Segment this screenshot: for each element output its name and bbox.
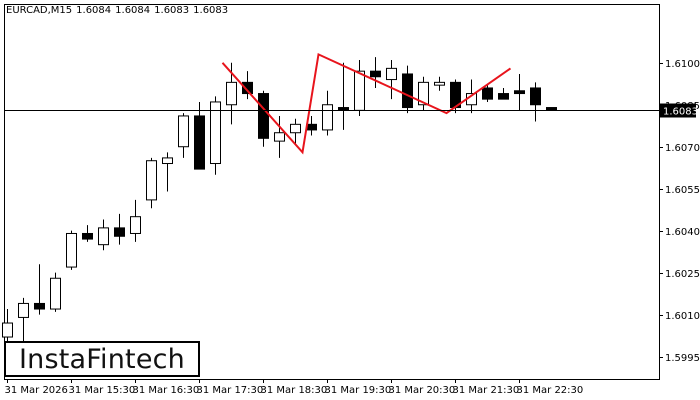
open-value: 1.6084 — [76, 5, 112, 16]
y-tick-label: 1.6040 — [665, 227, 700, 238]
candle-bearish — [114, 227, 125, 237]
y-tick-label: 1.6055 — [665, 185, 700, 196]
x-tick-label: 31 Mar 21:30 — [453, 385, 520, 396]
x-tick-label: 31 Mar 18:30 — [261, 385, 328, 396]
symbol-label: EURCAD,M15 — [6, 5, 73, 16]
candle-bullish — [226, 81, 237, 106]
x-tick-label: 31 Mar 15:30 — [69, 385, 136, 396]
candle-bearish — [514, 90, 525, 95]
logo-text: InstaFintech — [18, 343, 185, 375]
current-price-label: 1.6083 — [663, 107, 698, 118]
candle-bearish — [338, 107, 349, 111]
candle-bullish — [322, 104, 333, 131]
candle-bullish — [386, 67, 397, 81]
x-tick-label: 31 Mar 19:30 — [325, 385, 392, 396]
candle-bearish — [306, 123, 317, 131]
chart-header: EURCAD,M15 1.6084 1.6084 1.6083 1.6083 — [6, 5, 232, 16]
y-tick-label: 1.6010 — [665, 311, 700, 322]
candle-bullish — [98, 227, 109, 246]
candle-bearish — [370, 70, 381, 78]
current-price-tag — [660, 103, 696, 118]
instafintech-logo: InstaFintech — [4, 341, 200, 377]
candle-bearish — [482, 87, 493, 100]
pattern-line — [221, 52, 512, 155]
close-value: 1.6083 — [193, 5, 229, 16]
candle-bearish — [242, 81, 253, 95]
candle-bullish — [434, 81, 445, 86]
candle-bullish — [50, 277, 61, 310]
candle-bearish — [498, 93, 509, 100]
y-tick-label: 1.6025 — [665, 269, 700, 280]
y-tick-label: 1.6070 — [665, 143, 700, 154]
candle-bearish — [546, 107, 557, 111]
candle-bullish — [210, 101, 221, 165]
candle-bearish — [402, 73, 413, 109]
candle-bullish — [290, 123, 301, 134]
x-tick-label: 31 Mar 17:30 — [197, 385, 264, 396]
y-tick-label: 1.6100 — [665, 59, 700, 70]
candle-bullish — [18, 302, 29, 318]
low-value: 1.6083 — [154, 5, 190, 16]
high-value: 1.6084 — [115, 5, 151, 16]
candle-bullish — [178, 115, 189, 148]
candle-bearish — [194, 115, 205, 170]
candle-bearish — [34, 302, 45, 310]
candle-bullish — [418, 81, 429, 106]
candle-bullish — [274, 132, 285, 142]
y-tick-label: 1.5995 — [665, 353, 700, 364]
candle-bearish — [258, 93, 269, 139]
candle-bearish — [530, 87, 541, 106]
candle-bullish — [162, 157, 173, 165]
candle-bullish — [354, 70, 365, 111]
candle-bearish — [82, 232, 93, 240]
candle-bullish — [2, 322, 13, 338]
x-tick-label: 31 Mar 2026 — [5, 385, 68, 396]
candle-bullish — [66, 232, 77, 268]
candle-bullish — [146, 160, 157, 201]
plot-frame — [4, 4, 660, 380]
x-tick-label: 31 Mar 22:30 — [517, 385, 584, 396]
x-tick-label: 31 Mar 20:30 — [389, 385, 456, 396]
candle-bullish — [130, 216, 141, 234]
x-tick-label: 31 Mar 16:30 — [133, 385, 200, 396]
